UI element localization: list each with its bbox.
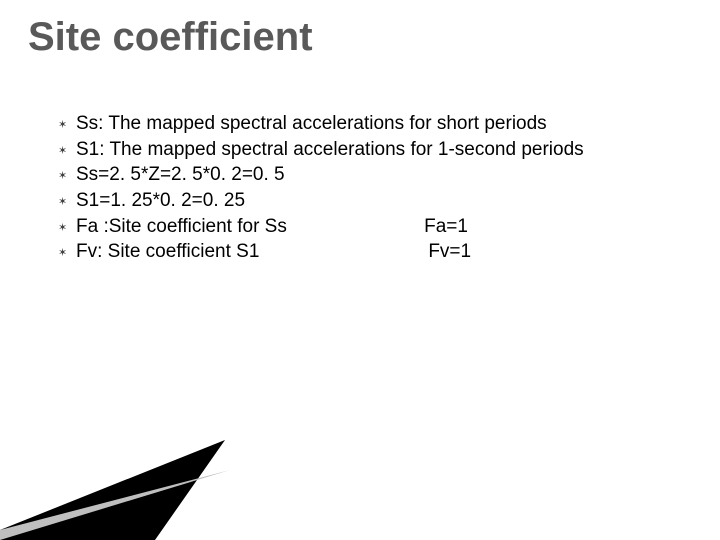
bullet-text: S1: The mapped spectral accelerations fo… [76, 138, 700, 163]
list-item: ✶ Fv: Site coefficient S1 Fv=1 [58, 240, 700, 265]
list-item: ✶ S1: The mapped spectral accelerations … [58, 138, 700, 163]
content-body: ✶ Ss: The mapped spectral accelerations … [58, 112, 700, 266]
bullet-icon: ✶ [58, 189, 76, 209]
bullet-text: Ss: The mapped spectral accelerations fo… [76, 112, 700, 137]
bullet-icon: ✶ [58, 240, 76, 260]
bullet-icon: ✶ [58, 215, 76, 235]
bullet-text: Ss=2. 5*Z=2. 5*0. 2=0. 5 [76, 163, 700, 188]
bullet-text: Fa :Site coefficient for Ss Fa=1 [76, 215, 700, 240]
list-item: ✶ S1=1. 25*0. 2=0. 25 [58, 189, 700, 214]
list-item: ✶ Ss: The mapped spectral accelerations … [58, 112, 700, 137]
list-item: ✶ Ss=2. 5*Z=2. 5*0. 2=0. 5 [58, 163, 700, 188]
bullet-icon: ✶ [58, 138, 76, 158]
list-item: ✶ Fa :Site coefficient for Ss Fa=1 [58, 215, 700, 240]
bullet-text: Fv: Site coefficient S1 Fv=1 [76, 240, 700, 265]
bullet-icon: ✶ [58, 163, 76, 183]
slide: Site coefficient ✶ Ss: The mapped spectr… [0, 0, 720, 540]
bullet-icon: ✶ [58, 112, 76, 132]
page-title: Site coefficient [28, 15, 313, 60]
bullet-text: S1=1. 25*0. 2=0. 25 [76, 189, 700, 214]
